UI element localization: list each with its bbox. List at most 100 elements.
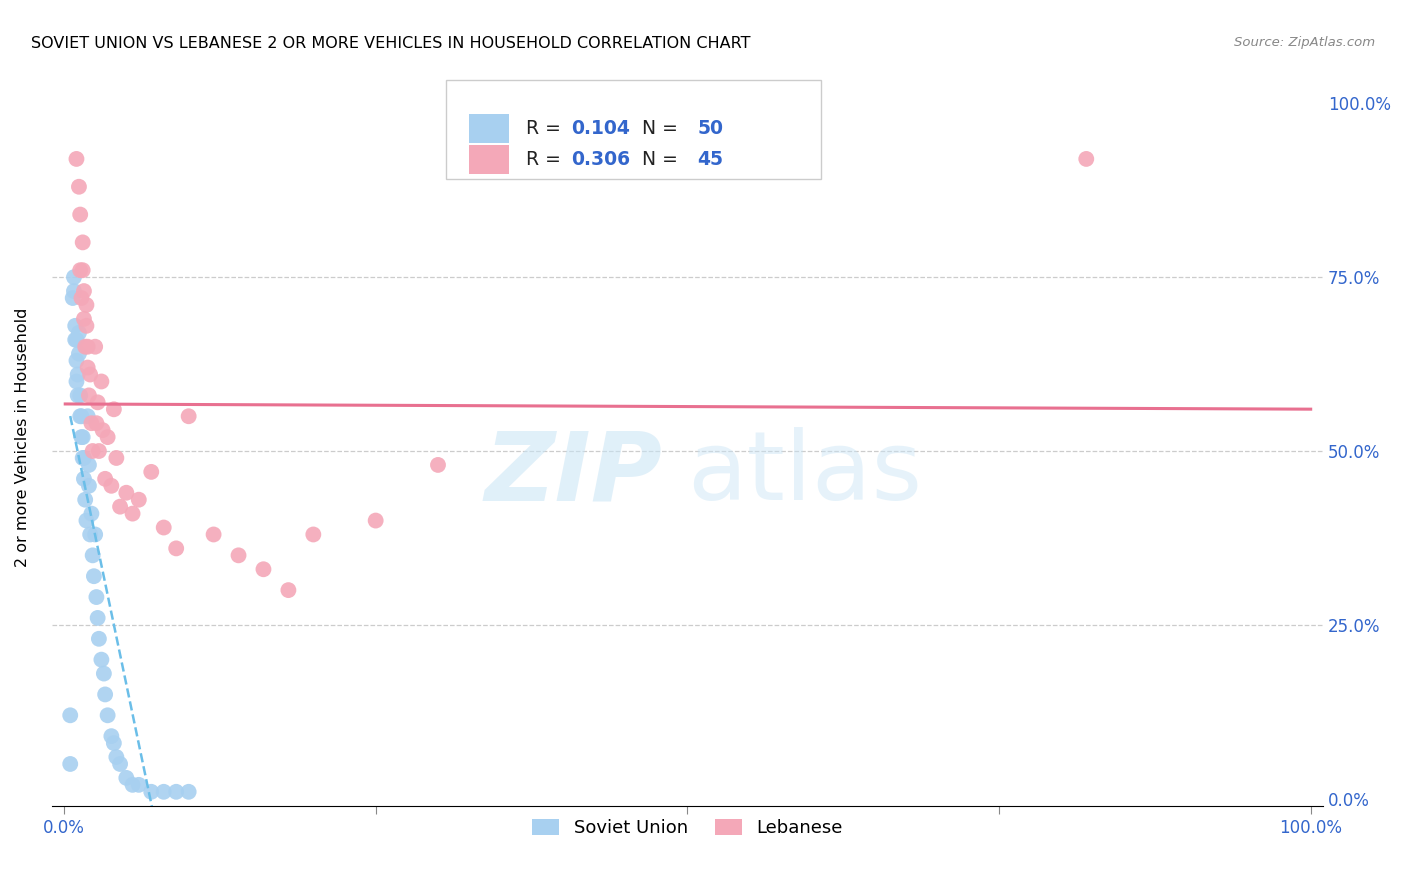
Point: [70, 291, 93, 305]
Point: [94, 688, 117, 702]
Point: [427, 458, 450, 472]
Point: [79, 527, 101, 541]
Point: [77, 479, 100, 493]
Point: [67, 346, 90, 360]
FancyBboxPatch shape: [468, 113, 509, 143]
Point: [73, 311, 96, 326]
Point: [73, 450, 96, 465]
Point: [152, 785, 174, 799]
Point: [86, 590, 108, 604]
Point: [108, 756, 131, 771]
Point: [152, 520, 174, 534]
Text: R =: R =: [526, 150, 567, 169]
Point: [115, 485, 138, 500]
Point: [108, 500, 131, 514]
Point: [77, 458, 100, 472]
Point: [91, 423, 114, 437]
Point: [364, 514, 387, 528]
Text: 50: 50: [697, 119, 724, 138]
Point: [75, 514, 97, 528]
Point: [75, 492, 97, 507]
Point: [69, 409, 91, 424]
Point: [90, 653, 112, 667]
Point: [63, 284, 86, 298]
Point: [252, 562, 274, 576]
Point: [67, 326, 90, 340]
FancyBboxPatch shape: [446, 79, 821, 179]
Point: [87, 632, 110, 646]
Point: [128, 778, 150, 792]
Point: [84, 340, 107, 354]
Text: N =: N =: [630, 150, 683, 169]
Point: [70, 409, 93, 424]
Point: [277, 583, 299, 598]
Point: [141, 465, 163, 479]
Point: [90, 375, 112, 389]
Point: [105, 450, 128, 465]
Point: [128, 492, 150, 507]
Text: Source: ZipAtlas.com: Source: ZipAtlas.com: [1234, 36, 1375, 49]
Point: [93, 666, 115, 681]
Point: [76, 360, 98, 375]
Point: [75, 318, 97, 333]
Point: [228, 549, 250, 563]
Point: [63, 318, 86, 333]
Point: [65, 375, 87, 389]
Text: 0.104: 0.104: [572, 119, 630, 138]
Point: [86, 395, 108, 409]
Point: [97, 708, 120, 723]
Text: 0.306: 0.306: [572, 150, 631, 169]
Text: 45: 45: [697, 150, 724, 169]
FancyBboxPatch shape: [468, 145, 509, 175]
Text: atlas: atlas: [688, 427, 922, 520]
Point: [80, 416, 103, 430]
Point: [165, 541, 187, 556]
Point: [165, 785, 187, 799]
Point: [65, 353, 87, 368]
Text: ZIP: ZIP: [484, 427, 662, 520]
Point: [103, 736, 125, 750]
Point: [103, 402, 125, 417]
Point: [177, 785, 200, 799]
Point: [121, 778, 143, 792]
Point: [76, 409, 98, 424]
Point: [77, 388, 100, 402]
Point: [79, 368, 101, 382]
Point: [72, 430, 94, 444]
Point: [63, 333, 86, 347]
Point: [69, 208, 91, 222]
Legend: Soviet Union, Lebanese: Soviet Union, Lebanese: [524, 812, 849, 845]
Text: SOVIET UNION VS LEBANESE 2 OR MORE VEHICLES IN HOUSEHOLD CORRELATION CHART: SOVIET UNION VS LEBANESE 2 OR MORE VEHIC…: [31, 36, 751, 51]
Point: [75, 340, 97, 354]
Point: [76, 340, 98, 354]
Point: [115, 771, 138, 785]
Point: [83, 569, 105, 583]
Point: [66, 368, 89, 382]
Point: [59, 756, 82, 771]
Point: [82, 444, 104, 458]
Point: [73, 284, 96, 298]
Point: [86, 611, 108, 625]
Point: [302, 527, 325, 541]
Point: [59, 708, 82, 723]
Point: [62, 291, 84, 305]
Point: [105, 750, 128, 764]
Point: [69, 263, 91, 277]
Point: [63, 270, 86, 285]
Point: [100, 479, 122, 493]
Point: [86, 416, 108, 430]
Point: [70, 430, 93, 444]
Point: [65, 152, 87, 166]
Point: [72, 450, 94, 465]
Point: [73, 472, 96, 486]
Point: [84, 527, 107, 541]
Point: [1076, 152, 1098, 166]
Text: N =: N =: [630, 119, 683, 138]
Y-axis label: 2 or more Vehicles in Household: 2 or more Vehicles in Household: [15, 308, 30, 566]
Point: [177, 409, 200, 424]
Point: [82, 549, 104, 563]
Point: [69, 388, 91, 402]
Point: [72, 263, 94, 277]
Point: [141, 785, 163, 799]
Point: [65, 333, 87, 347]
